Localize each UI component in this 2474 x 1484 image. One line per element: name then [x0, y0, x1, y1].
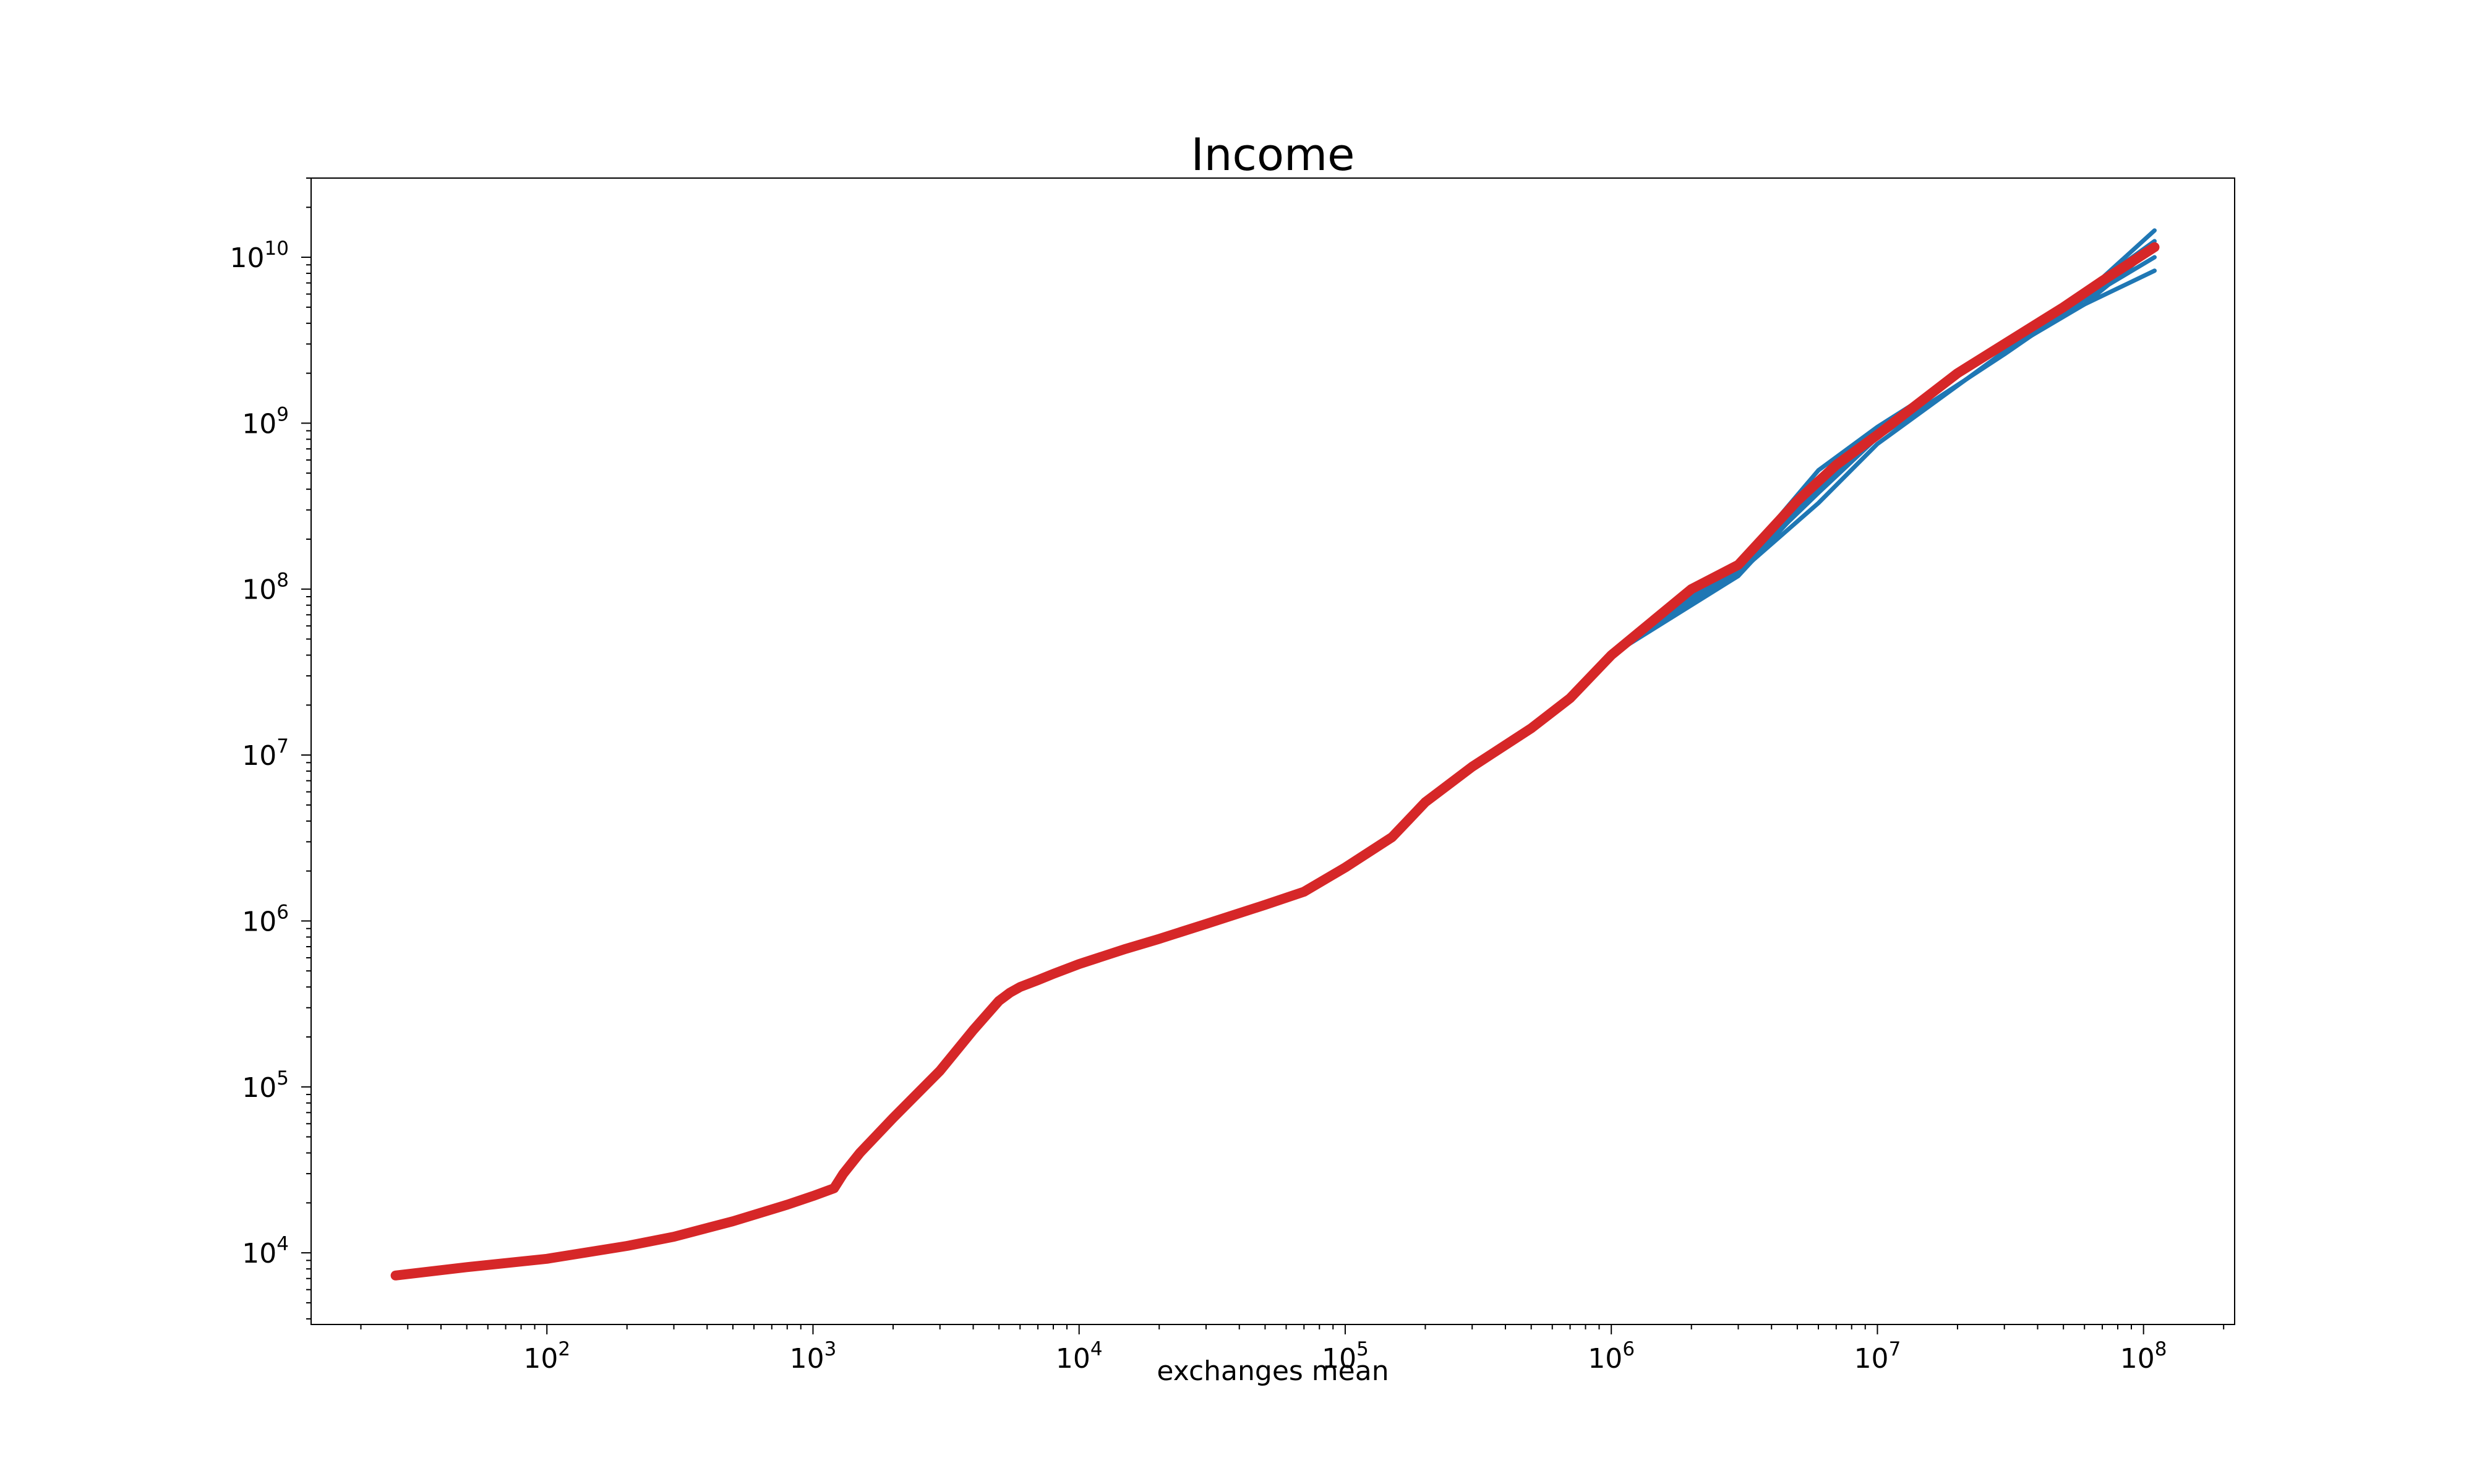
x-tick-label: 103 [790, 1338, 837, 1375]
x-tick-label: 106 [1588, 1338, 1635, 1375]
y-tick-label: 108 [242, 569, 289, 606]
series-line-mean [390, 242, 2160, 1281]
x-axis-label: exchanges mean [1157, 1355, 1389, 1387]
lines-layer [390, 228, 2160, 1281]
ticks-layer: 102 103 104 105 106 107 108 104 105 106 107 108 109 1… [230, 177, 2225, 1375]
x-tick-label: 102 [523, 1338, 570, 1375]
y-tick-label: 107 [242, 735, 289, 772]
x-tick-label: 105 [1322, 1338, 1369, 1375]
x-tick-label: 107 [1854, 1338, 1901, 1375]
y-tick-label: 109 [242, 403, 289, 440]
x-tick-label: 104 [1056, 1338, 1103, 1375]
y-tick-label: 1010 [230, 237, 289, 274]
y-tick-label: 104 [242, 1233, 289, 1269]
plot-frame [310, 177, 2235, 1325]
y-tick-label: 105 [242, 1067, 289, 1104]
chart-title: Income [1191, 129, 1355, 181]
y-tick-label: 106 [242, 901, 289, 937]
x-tick-label: 108 [2120, 1338, 2167, 1375]
